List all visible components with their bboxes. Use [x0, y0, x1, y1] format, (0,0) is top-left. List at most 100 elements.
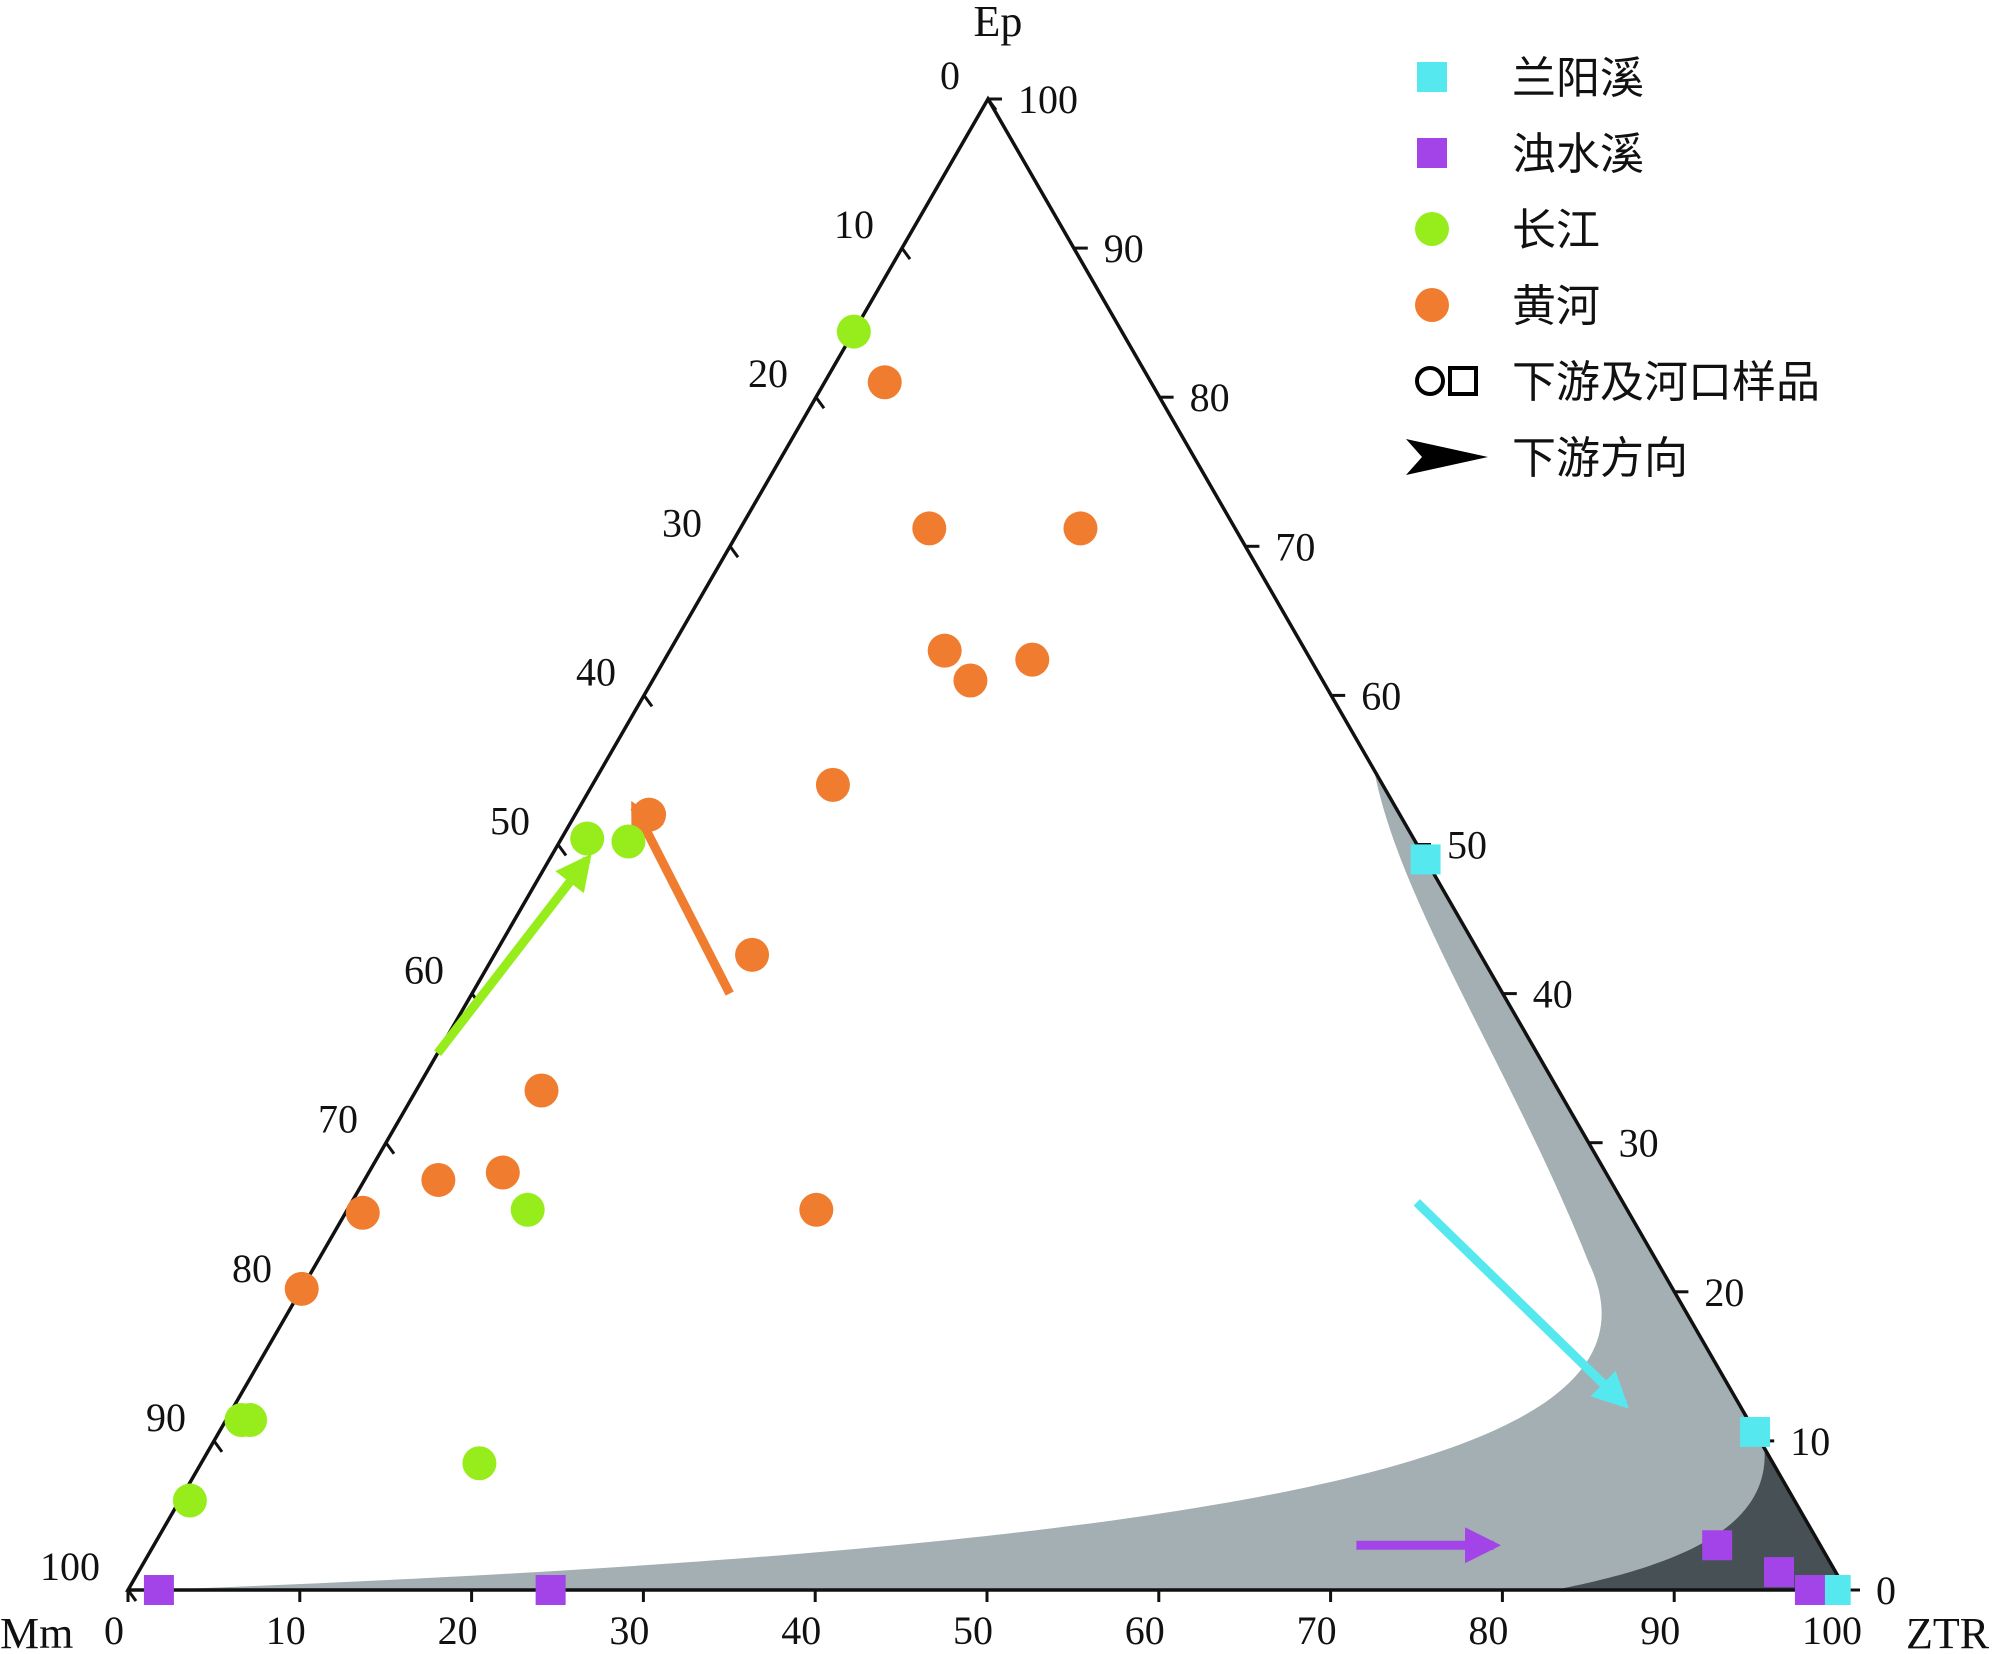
axis-title-left: Mm	[0, 1609, 73, 1654]
tick-label-right: 100	[1018, 77, 1078, 122]
legend-square-marker	[1417, 138, 1447, 168]
data-points	[143, 314, 1851, 1605]
tick-label-left: 0	[940, 53, 960, 98]
tick-label-bottom: 20	[438, 1608, 478, 1653]
legend-entry: 下游方向	[1406, 433, 1688, 484]
tick-label-right: 40	[1533, 972, 1573, 1017]
legend-entry: 长江	[1415, 205, 1600, 256]
legend-entry: 下游及河口样品	[1415, 357, 1820, 408]
point-square	[535, 1575, 566, 1605]
point-circle	[953, 663, 988, 698]
point-circle	[462, 1446, 497, 1481]
point-circle	[735, 937, 770, 972]
tick-label-right: 0	[1876, 1568, 1896, 1613]
legend-arrow-marker	[1406, 439, 1488, 475]
point-circle	[570, 821, 605, 856]
tick-label-bottom: 90	[1640, 1608, 1680, 1653]
point-circle	[815, 767, 850, 802]
region-dark	[1553, 1448, 1846, 1590]
tick-label-bottom: 50	[953, 1608, 993, 1653]
legend-circle-marker	[1415, 288, 1449, 322]
point-square	[1410, 844, 1441, 875]
tick-label-left: 50	[490, 799, 530, 844]
point-circle	[1063, 511, 1098, 546]
point-circle	[632, 797, 667, 832]
point-circle	[524, 1073, 559, 1108]
legend-entry: 黄河	[1415, 281, 1600, 332]
tick-label-left: 30	[662, 500, 702, 545]
tick-label-left: 20	[748, 351, 788, 396]
tick-label-left: 100	[40, 1544, 100, 1589]
tick-left	[212, 1440, 224, 1453]
point-circle	[927, 633, 962, 668]
tick-label-left: 90	[146, 1395, 186, 1440]
tick-left	[986, 98, 998, 111]
tick-label-right: 50	[1447, 823, 1487, 868]
axis-tick-labels: 0 0 0 10 10 10 20 20 20 30 30 30 40 40 40 50 50 50 60 60 60 7…	[40, 53, 1896, 1653]
tick-label-bottom: 80	[1468, 1608, 1508, 1653]
legend-label: 浊水溪	[1512, 129, 1644, 180]
tick-left	[384, 1141, 396, 1155]
point-square	[1702, 1530, 1733, 1561]
legend-circle-marker	[1415, 212, 1449, 246]
legend-label: 兰阳溪	[1512, 53, 1644, 104]
legend-hollow-square-marker	[1448, 366, 1478, 396]
tick-label-left: 70	[318, 1097, 358, 1142]
downstream-arrow	[1413, 1199, 1629, 1409]
point-square	[143, 1575, 174, 1605]
legend-entry: 兰阳溪	[1417, 53, 1644, 104]
tick-left	[728, 545, 740, 559]
point-circle	[1015, 642, 1050, 677]
legend-entry: 浊水溪	[1417, 129, 1644, 180]
downstream-arrow	[434, 853, 592, 1056]
point-circle	[510, 1192, 545, 1227]
tick-label-left: 80	[232, 1246, 272, 1291]
tick-label-left: 40	[576, 649, 616, 694]
tick-label-left: 60	[404, 948, 444, 993]
tick-label-right: 70	[1275, 524, 1315, 569]
axis-title-top: Ep	[974, 0, 1023, 46]
tick-left	[814, 396, 826, 410]
tick-left	[642, 694, 654, 708]
tick-label-bottom: 60	[1125, 1608, 1165, 1653]
downstream-arrows	[434, 800, 1629, 1564]
tick-label-right: 30	[1619, 1121, 1659, 1166]
point-circle	[611, 824, 646, 859]
point-circle	[345, 1195, 380, 1230]
tick-left	[126, 1589, 138, 1602]
axis-ticks	[126, 97, 1860, 1602]
tick-label-right: 10	[1790, 1419, 1830, 1464]
point-circle	[421, 1162, 456, 1197]
tick-label-bottom: 10	[266, 1608, 306, 1653]
tick-label-bottom: 70	[1297, 1608, 1337, 1653]
tick-left	[900, 247, 912, 260]
point-square	[1820, 1575, 1851, 1605]
legend-label: 下游及河口样品	[1512, 357, 1820, 408]
point-circle	[172, 1483, 207, 1518]
point-circle	[233, 1403, 268, 1438]
region-light	[153, 769, 1846, 1590]
legend-label: 长江	[1512, 205, 1600, 256]
point-circle	[836, 314, 871, 349]
point-square	[1764, 1557, 1795, 1588]
point-circle	[912, 511, 947, 546]
point-circle	[284, 1271, 319, 1306]
tick-label-right: 20	[1704, 1270, 1744, 1315]
tick-label-bottom: 100	[1802, 1608, 1862, 1653]
legend-label: 黄河	[1512, 281, 1600, 332]
point-square	[1794, 1575, 1825, 1605]
legend-label: 下游方向	[1512, 433, 1688, 484]
tick-label-bottom: 0	[104, 1608, 124, 1653]
tick-label-bottom: 30	[609, 1608, 649, 1653]
axis-title-right: ZTR	[1906, 1609, 1990, 1654]
tick-label-bottom: 40	[781, 1608, 821, 1653]
tick-label-right: 80	[1190, 375, 1230, 420]
legend-hollow-circle-marker	[1415, 366, 1445, 396]
point-circle	[867, 365, 902, 400]
legend-square-marker	[1417, 62, 1447, 92]
point-circle	[799, 1192, 834, 1227]
shaded-regions	[153, 769, 1846, 1590]
